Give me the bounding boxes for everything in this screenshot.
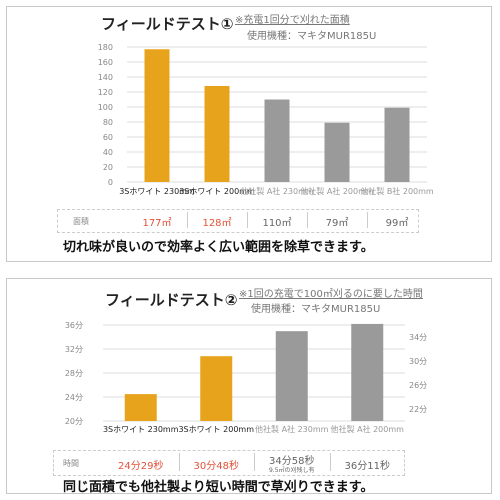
- value-cell: 128㎡: [202, 218, 232, 229]
- value-cell-text: 24分29秒: [118, 461, 164, 472]
- y-tick-label: 0: [108, 178, 113, 187]
- x-category-label: 他社製 A社 200mm: [300, 187, 374, 196]
- field-test-1-panel: フィールドテスト① ※充電1回分で刈れた面積 使用機種：マキタMUR185U 0…: [6, 6, 492, 262]
- x-category-label: 3Sホワイト 200mm: [178, 425, 255, 434]
- y-tick-label-right: 30分: [409, 357, 427, 366]
- x-category-label: 3Sホワイト 230mm: [102, 425, 179, 434]
- x-category-label: 3Sホワイト 200mm: [179, 187, 255, 196]
- panel1-caption: 切れ味が良いので効率よく広い範囲を除草できます。: [63, 240, 374, 255]
- y-tick-label: 100: [98, 103, 113, 112]
- cell-divider: [367, 212, 368, 228]
- panel1-note: ※充電1回分で刈れた面積: [235, 15, 350, 26]
- bar: [200, 356, 233, 421]
- bar: [351, 323, 384, 421]
- panel1-row-label: 面積: [73, 217, 89, 226]
- y-tick-label: 40: [103, 148, 113, 157]
- y-tick-label: 180: [98, 43, 113, 52]
- cell-divider: [247, 212, 248, 228]
- y-tick-label-left: 24分: [65, 393, 83, 402]
- bar: [384, 107, 410, 182]
- panel2-caption: 同じ面積でも他社製より短い時間で草刈りできます。: [63, 480, 374, 495]
- x-category-label: 他社製 A社 230mm: [240, 187, 314, 196]
- y-tick-label-left: 36分: [65, 321, 83, 330]
- bar: [144, 49, 170, 182]
- cell-divider: [254, 453, 255, 471]
- y-tick-label-right: 22分: [409, 405, 427, 414]
- cell-divider: [329, 453, 331, 471]
- panel1-title: フィールドテスト①: [101, 15, 234, 33]
- value-cell: 110㎡: [262, 218, 292, 229]
- bar: [264, 99, 290, 182]
- value-cell: 34分58秒 9.5㎡の刈残し有: [257, 452, 327, 474]
- value-cell: 36分11秒: [332, 457, 402, 472]
- panel1-value-row: [57, 209, 419, 233]
- y-tick-label: 140: [98, 73, 113, 82]
- cell-divider: [178, 453, 180, 471]
- value-cell-text: 36分11秒: [344, 461, 390, 472]
- x-category-label: 他社製 A社 230mm: [255, 425, 329, 434]
- chart2-svg: 20分 24分 28分 32分 36分 22分 26分 30分 34分: [65, 321, 427, 426]
- bar: [124, 394, 157, 421]
- value-cell: 177㎡: [142, 218, 172, 229]
- cell-divider: [307, 212, 308, 228]
- bar: [275, 331, 308, 421]
- panel2-value-row: [53, 450, 405, 476]
- y-tick-label: 60: [103, 133, 113, 142]
- y-tick-label: 20: [103, 163, 113, 172]
- value-cell: 99㎡: [385, 218, 409, 229]
- y-tick-label: 160: [98, 58, 113, 67]
- y-tick-label: 120: [98, 88, 113, 97]
- value-cell: 24分29秒: [106, 457, 176, 472]
- value-cell-text: 30分48秒: [193, 461, 239, 472]
- panel2-row-label: 時間: [63, 459, 79, 468]
- y-tick-label: 80: [103, 118, 113, 127]
- value-cell: 30分48秒: [181, 457, 251, 472]
- value-cell-text: 34分58秒: [269, 456, 315, 467]
- x-category-label: 3Sホワイト 230mm: [119, 187, 195, 196]
- bar: [204, 86, 230, 182]
- leftover-footnote: 9.5㎡の刈残し有: [268, 467, 315, 474]
- x-category-label: 他社製 A社 200mm: [330, 425, 404, 434]
- bar: [324, 122, 350, 182]
- panel2-model: 使用機種：マキタMUR185U: [251, 304, 381, 315]
- cell-divider: [187, 212, 188, 228]
- y-tick-label-left: 28分: [65, 369, 83, 378]
- y-tick-label-right: 26分: [409, 381, 427, 390]
- value-cell: 79㎡: [325, 218, 349, 229]
- panel1-model: 使用機種：マキタMUR185U: [247, 31, 377, 42]
- y-tick-label-right: 34分: [409, 333, 427, 342]
- chart1-svg: 0 20 40 60 80 100 120 140 160 180: [98, 43, 427, 187]
- field-test-2-panel: フィールドテスト② ※1回の充電で100㎡刈るのに要した時間 使用機種：マキタM…: [6, 278, 492, 495]
- panel2-note: ※1回の充電で100㎡刈るのに要した時間: [239, 289, 423, 300]
- y-tick-label-left: 32分: [65, 345, 83, 354]
- x-category-label: 他社製 B社 200mm: [360, 187, 434, 196]
- y-tick-label-left: 20分: [65, 417, 83, 426]
- panel2-title: フィールドテスト②: [105, 291, 238, 309]
